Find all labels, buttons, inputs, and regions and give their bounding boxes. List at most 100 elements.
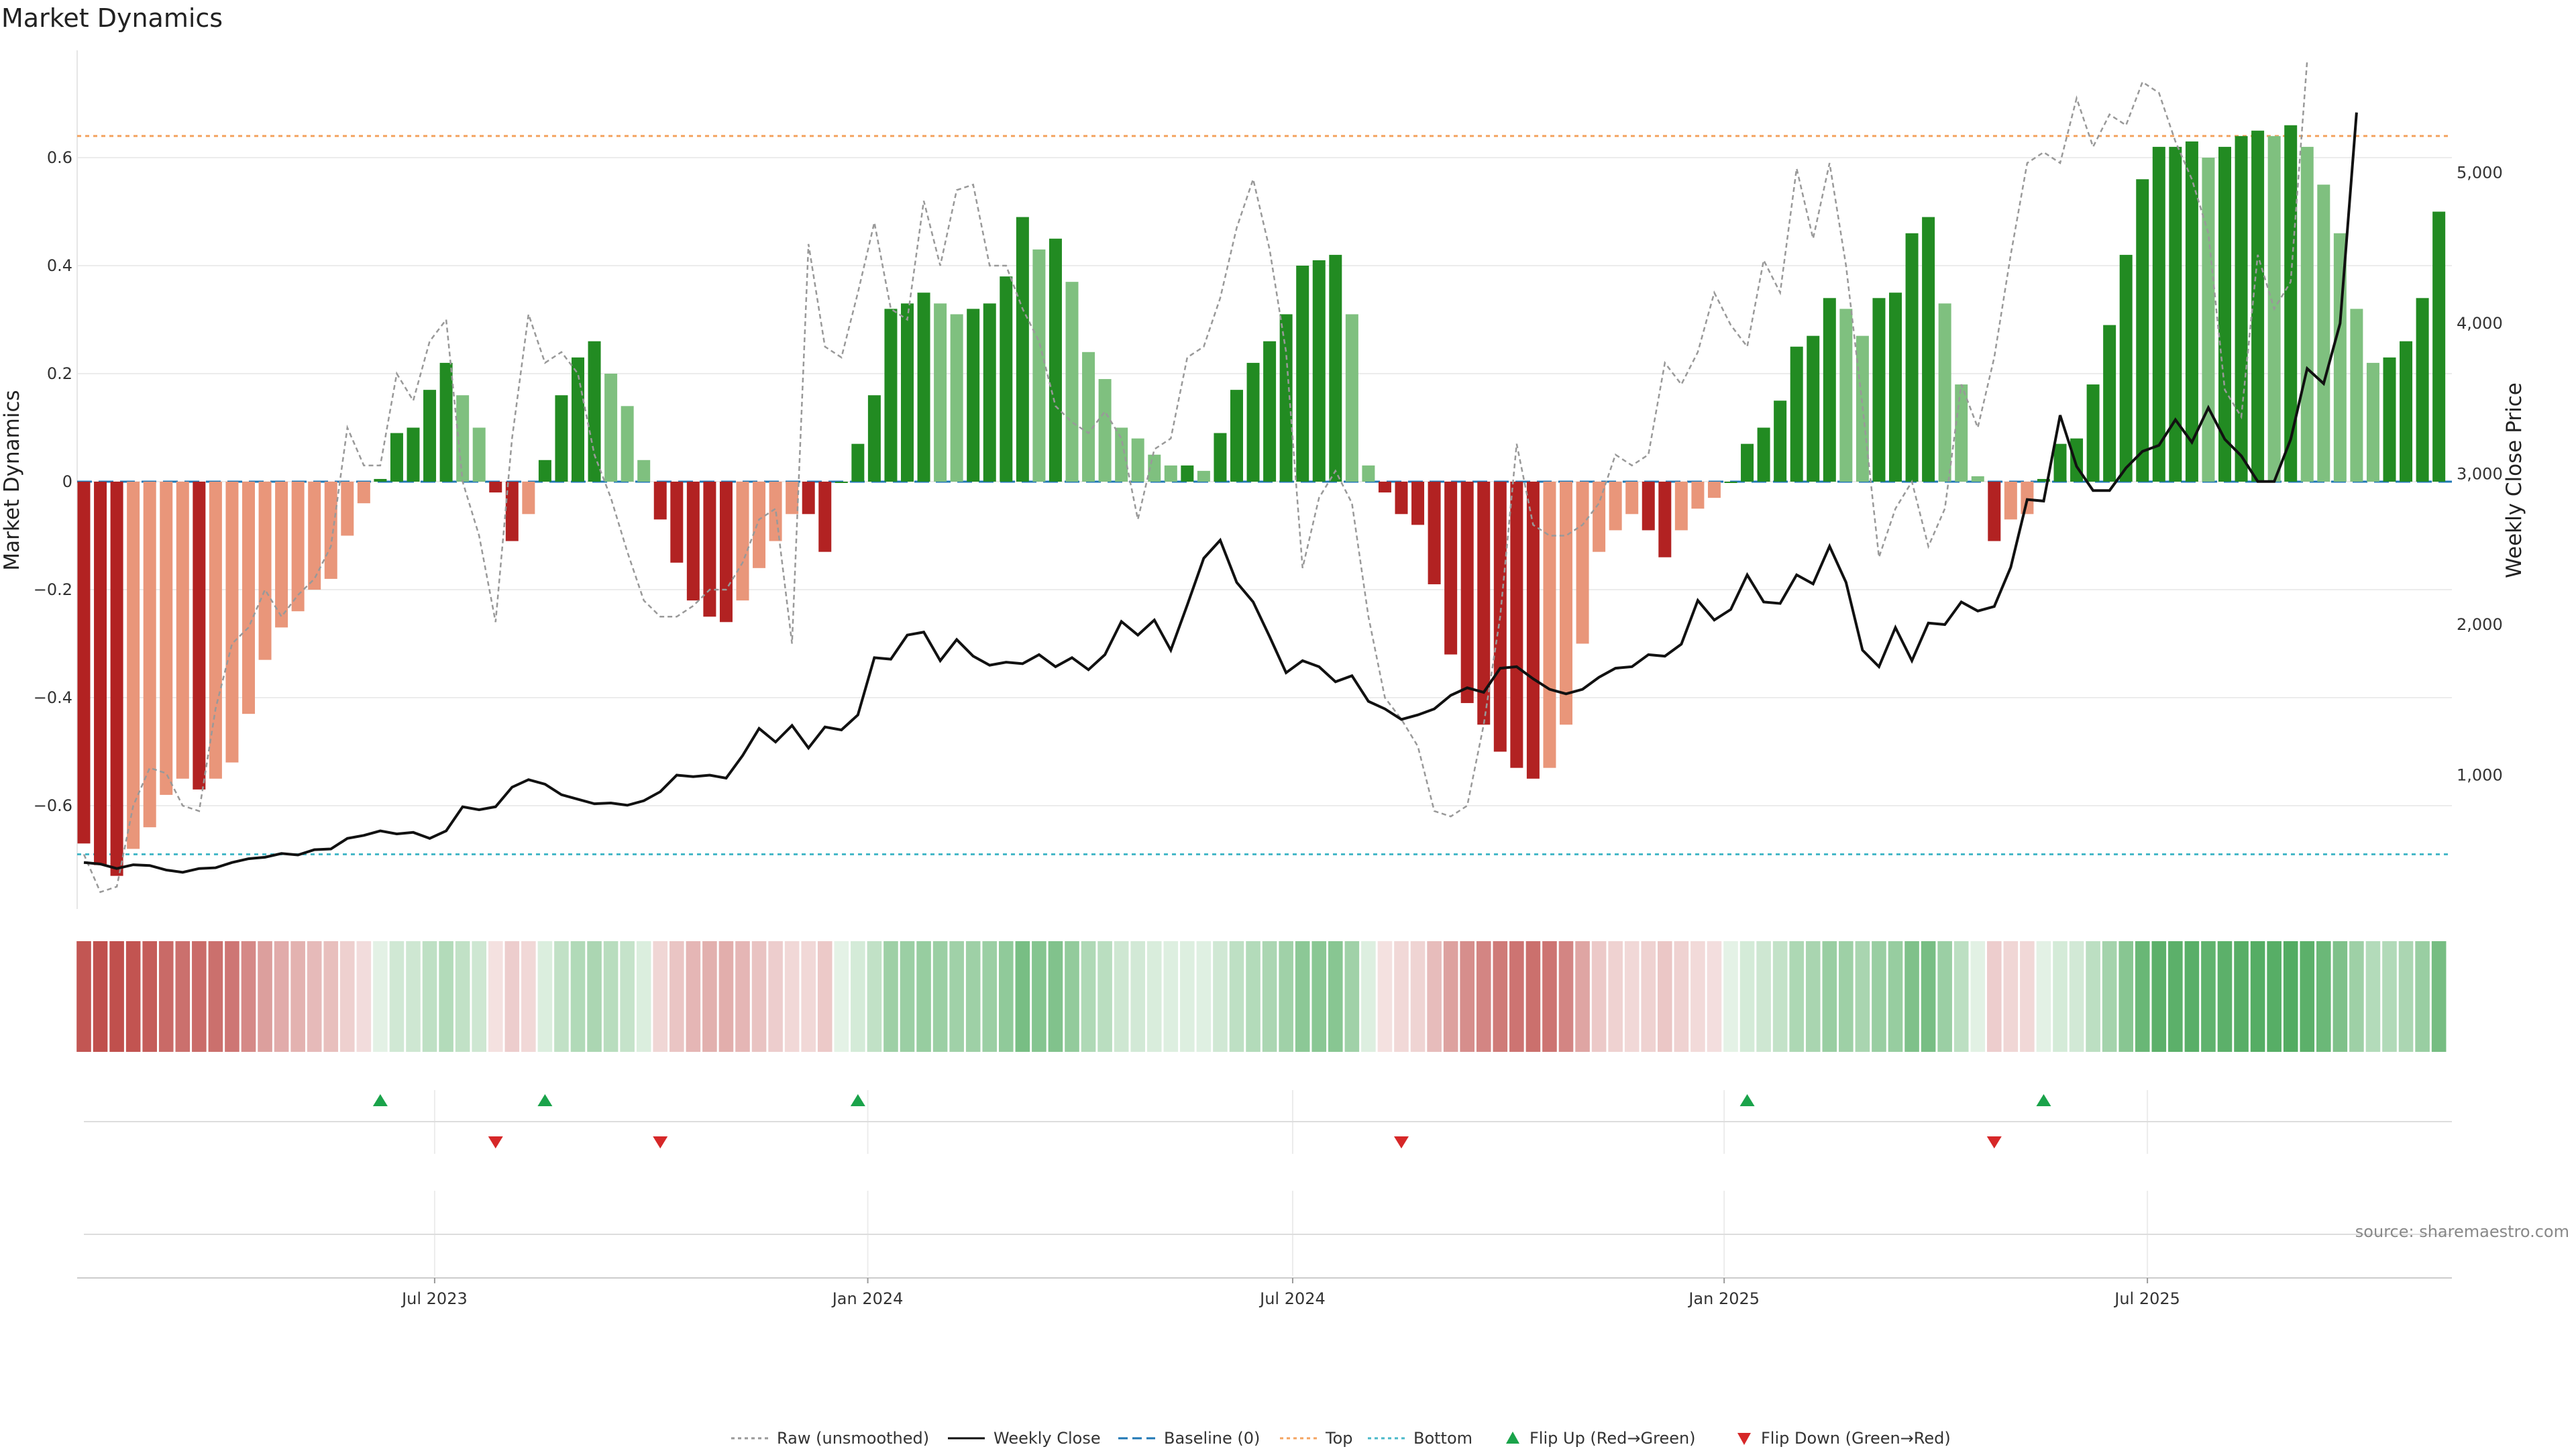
regime-cell [1377, 941, 1393, 1052]
regime-cell [1361, 941, 1376, 1052]
market-dynamics-bar [1691, 482, 1705, 509]
market-dynamics-bar [2383, 357, 2396, 482]
y-tick-label: 0.2 [47, 364, 72, 383]
regime-cell [406, 941, 421, 1052]
y2-tick-label: 5,000 [2457, 164, 2503, 182]
regime-cell [784, 941, 800, 1052]
regime-cell [1015, 941, 1030, 1052]
market-dynamics-bar [818, 482, 832, 552]
market-dynamics-bar [1839, 309, 1853, 482]
regime-cell [340, 941, 355, 1052]
regime-cell [1723, 941, 1738, 1052]
y-tick-label: −0.2 [34, 580, 72, 599]
regime-cell [1048, 941, 1063, 1052]
market-dynamics-bar [1955, 384, 1968, 482]
regime-cell [1690, 941, 1705, 1052]
regime-cell [1756, 941, 1771, 1052]
x-tick-label: Jul 2023 [400, 1289, 468, 1308]
regime-cell [801, 941, 816, 1052]
regime-cell [1163, 941, 1179, 1052]
market-dynamics-bar [2021, 482, 2034, 515]
market-dynamics-bar [275, 482, 288, 628]
regime-cell [1987, 941, 2002, 1052]
market-dynamics-bar [1543, 482, 1556, 768]
flip-up-marker [850, 1094, 865, 1106]
regime-cell [1460, 941, 1474, 1052]
market-dynamics-bar [786, 482, 799, 515]
market-dynamics-bar [439, 362, 453, 482]
legend-weekly-close-label: Weekly Close [994, 1429, 1101, 1448]
regime-cell [2332, 941, 2348, 1052]
market-dynamics-bar [1593, 482, 1606, 552]
flip-up-marker [1739, 1094, 1755, 1106]
regime-cell [1872, 941, 1886, 1052]
regime-cell [192, 941, 207, 1052]
market-dynamics-bar [604, 374, 618, 482]
regime-cell [817, 941, 833, 1052]
market-dynamics-bar [2037, 478, 2050, 482]
market-dynamics-bar [1724, 482, 1737, 483]
y2-tick-label: 3,000 [2457, 465, 2503, 484]
regime-cell [1789, 941, 1804, 1052]
market-dynamics-bar [77, 482, 91, 844]
regime-cell [1839, 941, 1854, 1052]
market-dynamics-bar [94, 482, 107, 865]
flip-up-marker [537, 1094, 553, 1106]
market-dynamics-bar [867, 395, 881, 482]
market-dynamics-bar [983, 303, 996, 482]
market-dynamics-bar [291, 482, 305, 612]
regime-cell [109, 941, 124, 1052]
market-dynamics-bar [950, 314, 963, 482]
regime-cell [2053, 941, 2068, 1052]
regime-cell [718, 941, 734, 1052]
regime-strip [76, 941, 2447, 1052]
market-dynamics-bar [719, 482, 733, 623]
regime-cell [142, 941, 157, 1052]
market-dynamics-bar [2400, 341, 2413, 482]
market-dynamics-bar [769, 482, 782, 541]
regime-cell [883, 941, 898, 1052]
market-dynamics-bar [324, 482, 337, 579]
market-dynamics-bar [686, 482, 700, 601]
regime-cell [1032, 941, 1046, 1052]
regime-cell [1855, 941, 1870, 1052]
market-dynamics-bar [1526, 482, 1540, 779]
regime-cell [2135, 941, 2150, 1052]
regime-cell [949, 941, 964, 1052]
market-dynamics-bar [1279, 314, 1293, 482]
regime-cell [323, 941, 339, 1052]
regime-cell [2316, 941, 2331, 1052]
market-dynamics-bar [1395, 482, 1408, 515]
x-tick-label: Jan 2024 [831, 1289, 904, 1308]
regime-cell [851, 941, 865, 1052]
regime-cell [965, 941, 981, 1052]
market-dynamics-bar [835, 482, 848, 483]
regime-cell [225, 941, 239, 1052]
regime-cell [1180, 941, 1195, 1052]
regime-cell [2398, 941, 2414, 1052]
market-dynamics-bar [1757, 427, 1770, 482]
market-dynamics-bar [736, 482, 749, 601]
market-dynamics-bar [1872, 298, 1886, 482]
regime-cell [1805, 941, 1821, 1052]
market-dynamics-bar [1378, 482, 1391, 493]
regime-cell [1229, 941, 1244, 1052]
market-dynamics-bar [901, 303, 914, 482]
regime-cell [2431, 941, 2447, 1052]
regime-cell [241, 941, 256, 1052]
market-dynamics-bar [1296, 266, 1309, 482]
market-dynamics-bar [2218, 146, 2231, 482]
market-dynamics-bar [258, 482, 272, 660]
market-dynamics-bar [588, 341, 601, 482]
market-dynamics-bar [160, 482, 173, 795]
market-dynamics-bar [1938, 303, 1951, 482]
market-dynamics-bar [1000, 276, 1013, 482]
regime-cell [1509, 941, 1524, 1052]
chart-title: Market Dynamics [1, 3, 223, 33]
flip-down-marker [1986, 1136, 2002, 1148]
regime-cell [1394, 941, 1409, 1052]
market-dynamics-bar [2235, 136, 2248, 482]
market-dynamics-bar [1098, 379, 1112, 482]
legend-flip-down-label: Flip Down (Green→Red) [1761, 1429, 1951, 1448]
market-dynamics-bar [357, 482, 370, 504]
